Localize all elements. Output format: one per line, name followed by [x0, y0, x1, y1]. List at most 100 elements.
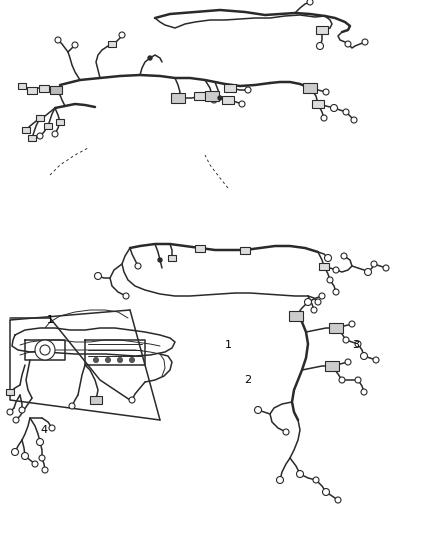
Circle shape — [331, 104, 338, 111]
Circle shape — [319, 293, 325, 299]
Bar — [18, 83, 26, 89]
Circle shape — [117, 358, 123, 362]
Circle shape — [245, 87, 251, 93]
Bar — [171, 93, 185, 103]
Circle shape — [93, 358, 99, 362]
Circle shape — [345, 359, 351, 365]
Circle shape — [383, 265, 389, 271]
Circle shape — [52, 131, 58, 137]
Text: 4: 4 — [40, 425, 48, 435]
Circle shape — [339, 377, 345, 383]
Circle shape — [371, 261, 377, 267]
Circle shape — [7, 409, 13, 415]
Circle shape — [72, 42, 78, 48]
Circle shape — [335, 497, 341, 503]
Text: 1: 1 — [46, 315, 53, 325]
Bar — [329, 323, 343, 333]
Bar — [194, 92, 206, 100]
Bar — [44, 123, 52, 129]
Circle shape — [321, 115, 327, 121]
Bar — [6, 389, 14, 395]
Circle shape — [55, 37, 61, 43]
Circle shape — [129, 397, 135, 403]
Circle shape — [130, 358, 134, 362]
Circle shape — [317, 43, 324, 50]
Circle shape — [276, 477, 283, 483]
Circle shape — [297, 471, 304, 478]
Circle shape — [254, 407, 261, 414]
Circle shape — [362, 39, 368, 45]
Bar — [22, 127, 30, 133]
Circle shape — [119, 32, 125, 38]
Circle shape — [39, 455, 45, 461]
Bar — [36, 115, 44, 121]
Circle shape — [49, 425, 55, 431]
Circle shape — [360, 352, 367, 359]
Circle shape — [311, 307, 317, 313]
Bar — [56, 119, 64, 125]
Circle shape — [351, 117, 357, 123]
Circle shape — [106, 358, 110, 362]
Circle shape — [373, 357, 379, 363]
Bar — [28, 135, 36, 141]
Text: 3: 3 — [353, 340, 360, 350]
Bar — [222, 96, 234, 104]
Circle shape — [315, 299, 321, 305]
Circle shape — [327, 277, 333, 283]
Bar — [240, 246, 250, 254]
Circle shape — [323, 89, 329, 95]
Bar — [90, 396, 102, 404]
Circle shape — [21, 453, 28, 459]
Bar — [27, 86, 37, 93]
Circle shape — [69, 403, 75, 409]
Circle shape — [36, 439, 43, 446]
Circle shape — [40, 345, 50, 355]
Circle shape — [239, 101, 245, 107]
Bar — [289, 311, 303, 321]
Circle shape — [361, 389, 367, 395]
Circle shape — [345, 41, 351, 47]
Circle shape — [333, 267, 339, 273]
Circle shape — [211, 97, 217, 103]
Circle shape — [123, 293, 129, 299]
Circle shape — [158, 258, 162, 262]
Circle shape — [218, 96, 222, 100]
Circle shape — [313, 477, 319, 483]
Bar — [50, 86, 62, 94]
Circle shape — [95, 272, 102, 279]
Circle shape — [32, 461, 38, 467]
Circle shape — [355, 341, 361, 347]
Bar — [108, 41, 116, 47]
Circle shape — [349, 321, 355, 327]
Circle shape — [37, 133, 43, 139]
Circle shape — [283, 429, 289, 435]
Circle shape — [343, 337, 349, 343]
Bar — [303, 83, 317, 93]
Circle shape — [355, 377, 361, 383]
Circle shape — [307, 0, 313, 5]
Text: 1: 1 — [225, 340, 232, 350]
Circle shape — [35, 340, 55, 360]
Circle shape — [343, 109, 349, 115]
Bar — [319, 262, 329, 270]
Bar — [168, 255, 176, 261]
Circle shape — [304, 298, 311, 305]
Bar — [325, 361, 339, 371]
Bar — [312, 100, 324, 108]
Circle shape — [148, 56, 152, 60]
Text: 2: 2 — [244, 375, 251, 385]
Bar — [316, 26, 328, 34]
Circle shape — [341, 253, 347, 259]
Bar — [39, 85, 49, 92]
Circle shape — [11, 448, 18, 456]
Bar — [224, 84, 236, 92]
Circle shape — [13, 417, 19, 423]
Circle shape — [364, 269, 371, 276]
Circle shape — [322, 489, 329, 496]
Circle shape — [42, 467, 48, 473]
Circle shape — [333, 289, 339, 295]
Bar — [195, 245, 205, 252]
Circle shape — [135, 263, 141, 269]
Circle shape — [19, 407, 25, 413]
Bar — [205, 91, 219, 101]
